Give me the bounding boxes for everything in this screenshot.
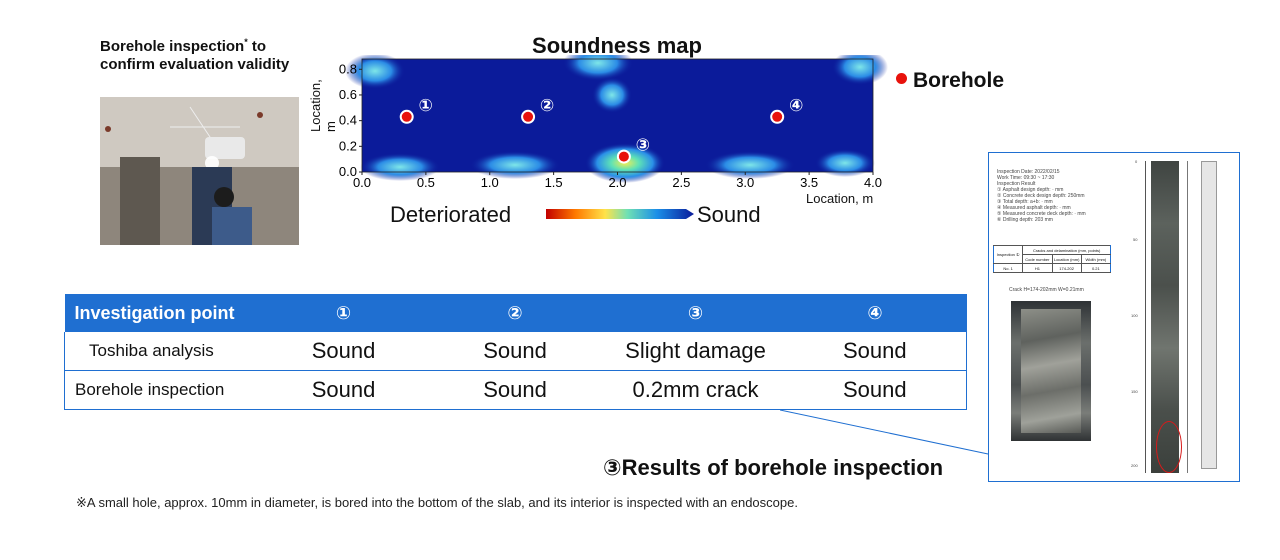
report-line: Work Time: 09:30 ~ 17:30: [997, 175, 1055, 181]
x-tick-label: 0.0: [353, 175, 371, 190]
table-row-borehole: Borehole inspection Sound Sound 0.2mm cr…: [64, 370, 967, 410]
row-label-toshiba: Toshiba analysis: [64, 332, 265, 371]
borehole-marker: [770, 109, 785, 124]
x-tick-label: 1.0: [481, 175, 499, 190]
photo-caption: Borehole inspection* to confirm evaluati…: [100, 33, 320, 74]
header-point-3: ③: [607, 294, 784, 332]
x-tick-label: 2.5: [672, 175, 690, 190]
results-table: Investigation point ① ② ③ ④ Toshiba anal…: [64, 294, 967, 410]
crack-highlight-ellipse: [1156, 421, 1182, 473]
x-tick-label: 1.5: [545, 175, 563, 190]
header-point-1: ①: [264, 294, 423, 332]
core-photo: [1011, 301, 1091, 441]
table-cell: Sound: [483, 338, 547, 363]
table-cell: Sound: [311, 377, 376, 402]
ruler-label: 100: [1131, 313, 1138, 318]
results-caption: ③Results of borehole inspection: [603, 455, 944, 480]
mini-table-row-head: Inspection ①: [992, 245, 1024, 264]
legend-sound-label: Sound: [697, 202, 761, 227]
mini-table-title: Cracks and delamination (mm, points): [1022, 245, 1111, 255]
ruler-label: 200: [1131, 463, 1138, 468]
x-tick-label: 4.0: [864, 175, 882, 190]
table-header-row: Investigation point ① ② ③ ④: [64, 294, 967, 332]
x-tick-label: 3.5: [800, 175, 818, 190]
borehole-marker-label: ④: [789, 96, 803, 116]
table-cell: Sound: [783, 332, 967, 371]
y-tick-label: 0.8: [339, 61, 357, 76]
header-investigation-point: Investigation point: [64, 294, 265, 332]
table-cell: Slight damage: [625, 338, 766, 363]
mini-table-col: Width (mm): [1080, 254, 1112, 264]
borehole-marker: [399, 109, 414, 124]
borehole-marker: [616, 149, 631, 164]
map-x-axis-label: Location, m: [806, 191, 874, 206]
footnote: ※A small hole, approx. 10mm in diameter,…: [76, 495, 798, 510]
map-y-ticks: 0.0 0.2 0.4 0.6 0.8: [339, 61, 362, 179]
borehole-legend: Borehole: [896, 69, 1004, 93]
table-cell: Sound: [783, 370, 967, 410]
report-line: Inspection Date: 2022/02/15: [997, 169, 1060, 175]
scale-line: [1187, 161, 1188, 473]
photo-caption-text: Borehole inspection: [100, 38, 245, 55]
ruler-label: 150: [1131, 389, 1138, 394]
mini-table-row-label: No. 1: [992, 263, 1024, 273]
header-point-4: ④: [783, 294, 967, 332]
mini-table-cell: H1: [1022, 263, 1053, 273]
mini-table-col: Code number: [1022, 254, 1053, 264]
borehole-marker-label: ③: [636, 136, 650, 156]
depth-ruler: [1145, 161, 1146, 473]
report-text: Inspection Date: 2022/02/15 Work Time: 0…: [997, 169, 1117, 223]
borehole-marker: [521, 109, 536, 124]
row-label-borehole: Borehole inspection: [64, 370, 265, 410]
y-tick-label: 0.2: [339, 138, 357, 153]
borehole-inspection-photo: [100, 97, 299, 245]
x-tick-label: 2.0: [608, 175, 626, 190]
mini-table-cell: 174-202: [1051, 263, 1082, 273]
ruler-label: 50: [1133, 237, 1138, 242]
table-cell: Sound: [311, 338, 376, 363]
x-tick-label: 0.5: [417, 175, 435, 190]
connector-line: [780, 409, 989, 455]
photo-caption-footnote-mark: *: [244, 37, 248, 47]
borehole-marker-label: ①: [419, 96, 433, 116]
map-borehole-markers: ① ② ③ ④: [399, 96, 803, 164]
y-tick-label: 0.0: [339, 164, 357, 179]
borehole-report: Inspection Date: 2022/02/15 Work Time: 0…: [988, 152, 1240, 482]
map-colorbar: [546, 209, 694, 219]
y-tick-label: 0.4: [339, 113, 357, 128]
borehole-marker-label: ②: [540, 96, 554, 116]
photo-caption-text2: to confirm evaluation validity: [100, 38, 290, 73]
report-mini-table: Inspection ① Cracks and delamination (mm…: [992, 245, 1112, 273]
report-line: ⑥ Drilling depth: 203 mm: [997, 217, 1053, 223]
report-line: ⑤ Measured concrete deck depth: · mm: [997, 211, 1086, 217]
table-cell: Sound: [483, 377, 547, 402]
legend-deteriorated-label: Deteriorated: [390, 202, 512, 227]
y-tick-label: 0.6: [339, 87, 357, 102]
report-line: ③ Total depth: a+b: · mm: [997, 199, 1053, 205]
borehole-dot-icon: [896, 73, 907, 84]
photo-illustration: [100, 97, 299, 245]
mini-table-cell: 0.21: [1080, 263, 1112, 273]
report-line: ① Asphalt design depth: · mm: [997, 187, 1064, 193]
soundness-map-chart: 0.0 0.5 1.0 1.5 2.0 2.5 3.0 3.5 4.0 0.0 0.2 0.4 0.6…: [339, 55, 888, 190]
map-x-ticks: 0.0 0.5 1.0 1.5 2.0 2.5 3.0 3.5 4.0: [353, 172, 882, 190]
x-tick-label: 3.0: [736, 175, 754, 190]
mini-table-col: Location (mm): [1051, 254, 1082, 264]
borehole-legend-label: Borehole: [913, 69, 1005, 92]
table-row-toshiba: Toshiba analysis Sound Sound Slight dama…: [64, 332, 967, 371]
table-cell: 0.2mm crack: [632, 377, 759, 402]
report-line: ④ Measured asphalt depth: · mm: [997, 205, 1071, 211]
map-title: Soundness map: [532, 33, 702, 58]
crack-label: Crack H=174-202mm W=0.21mm: [1009, 287, 1084, 293]
header-point-2: ②: [422, 294, 608, 332]
ruler-label: 0: [1135, 159, 1138, 164]
report-line: Inspection Result: [997, 181, 1036, 187]
report-line: ② Concrete deck design depth: 250mm: [997, 193, 1085, 199]
crack-profile-strip: [1201, 161, 1217, 469]
